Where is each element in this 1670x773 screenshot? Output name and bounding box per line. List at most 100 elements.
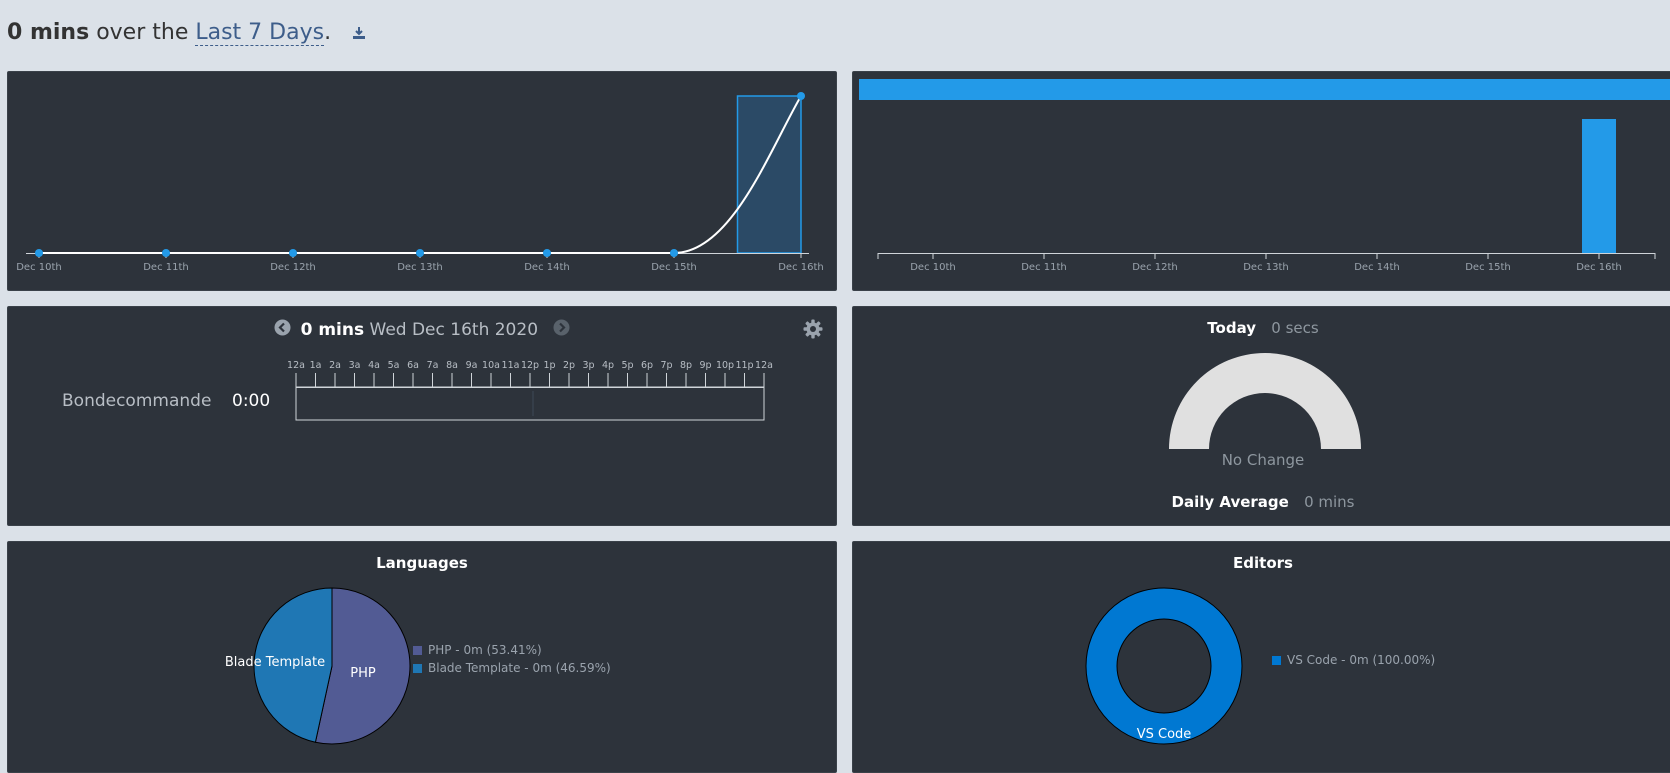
legend-swatch-php [413, 646, 422, 655]
today-panel: Today 0 secs No Change Daily Average 0 m… [852, 306, 1670, 526]
hour-label: 6a [407, 360, 419, 371]
hour-label: 1a [310, 360, 322, 371]
daily-bar-chart[interactable]: Dec 10th Dec 11th Dec 12th Dec 13th Dec 14th… [853, 72, 1670, 290]
legend-swatch-vscode [1272, 656, 1281, 665]
x-tick-label: Dec 16th [778, 262, 824, 273]
legend-label-php: PHP - 0m (53.41%) [428, 643, 542, 657]
hour-label: 3a [349, 360, 361, 371]
hourly-timeline[interactable]: 12a 1a 2a 3a 4a 5a 6a 7a 8a 9a 10a 11a 12p 1p 2p 3p 4p 5p… [8, 357, 836, 477]
summary-header: 0 mins over the Last 7 Days. [7, 20, 366, 46]
hour-label: 8p [680, 360, 692, 371]
hour-label: 8a [446, 360, 458, 371]
bar [1582, 119, 1616, 253]
today-gauge [1169, 353, 1361, 449]
x-tick-label: Dec 15th [651, 262, 697, 273]
hour-label: 2p [563, 360, 575, 371]
x-tick-label: Dec 10th [910, 262, 956, 273]
pie-label-php: PHP [350, 666, 376, 681]
header-text: over the [89, 20, 196, 45]
x-tick-label: Dec 13th [1243, 262, 1289, 273]
hour-label: 9a [466, 360, 478, 371]
x-tick-label: Dec 14th [1354, 262, 1400, 273]
legend-label-blade: Blade Template - 0m (46.59%) [428, 661, 611, 675]
daily-average-value: 0 mins [1304, 493, 1355, 511]
legend-item-php[interactable]: PHP - 0m (53.41%) [413, 643, 542, 657]
hour-label: 11p [735, 360, 753, 371]
pie-slice-php [314, 587, 411, 745]
x-tick-label: Dec 16th [1576, 262, 1622, 273]
hour-label: 10p [716, 360, 734, 371]
x-tick-label: Dec 12th [270, 262, 316, 273]
legend-item-vscode[interactable]: VS Code - 0m (100.00%) [1272, 653, 1435, 667]
date-range-link[interactable]: Last 7 Days [195, 20, 325, 46]
legend-label-vscode: VS Code - 0m (100.00%) [1287, 653, 1436, 667]
project-time: 0:00 [232, 391, 271, 411]
x-tick-label: Dec 15th [1465, 262, 1511, 273]
editors-panel: Editors VS Code VS Code - 0m (100.00%) [852, 541, 1670, 773]
settings-gear-icon[interactable] [803, 319, 823, 343]
data-point [416, 249, 424, 257]
daily-average-label: Daily Average [1171, 493, 1289, 511]
day-date: Wed Dec 16th 2020 [369, 320, 539, 340]
today-value: 0 secs [1271, 319, 1319, 337]
x-tick-label: Dec 14th [524, 262, 570, 273]
data-point [35, 249, 43, 257]
x-tick-label: Dec 11th [143, 262, 189, 273]
download-icon[interactable] [352, 21, 366, 46]
series-line [39, 95, 802, 254]
highlight-range [736, 95, 802, 254]
prev-day-icon[interactable] [274, 319, 291, 341]
x-tick-label: Dec 12th [1132, 262, 1178, 273]
pie-label-blade: Blade Template [225, 655, 325, 670]
x-tick-label: Dec 11th [1021, 262, 1067, 273]
day-nav: 0 mins Wed Dec 16th 2020 [8, 319, 836, 341]
hour-label: 5a [388, 360, 400, 371]
next-day-icon[interactable] [553, 319, 570, 341]
editors-title: Editors [1233, 554, 1293, 572]
hour-label: 12p [521, 360, 539, 371]
day-view-panel: 0 mins Wed Dec 16th 2020 Bondecommande 0… [7, 306, 837, 526]
daily-average-row: Daily Average 0 mins [853, 493, 1670, 511]
hour-label: 5p [621, 360, 633, 371]
header-period: . [324, 20, 332, 45]
hour-label: 3p [582, 360, 594, 371]
hour-label: 4a [368, 360, 380, 371]
total-time: 0 mins [7, 20, 90, 45]
hour-label: 1p [543, 360, 555, 371]
data-point [670, 249, 678, 257]
today-row: Today 0 secs [853, 319, 1670, 337]
languages-panel: Languages PHP Blade Template PHP - 0m (53… [7, 541, 837, 773]
activity-line-chart[interactable]: Dec 10th Dec 11th Dec 12th Dec 13th Dec 14th… [8, 72, 836, 290]
pie-slice-blade [253, 587, 333, 743]
editors-donut-chart[interactable]: VS Code [1083, 578, 1343, 768]
data-point [162, 249, 170, 257]
daily-bar-chart-panel: Dec 10th Dec 11th Dec 12th Dec 13th Dec 14th… [852, 71, 1670, 291]
change-text: No Change [1221, 451, 1305, 469]
hour-label: 11a [502, 360, 520, 371]
x-tick-label: Dec 10th [16, 262, 62, 273]
activity-chart-panel: Dec 10th Dec 11th Dec 12th Dec 13th Dec 14th… [7, 71, 837, 291]
hour-label: 10a [482, 360, 500, 371]
data-point [543, 249, 551, 257]
project-timeline-row [295, 386, 765, 421]
top-summary-bar [859, 79, 1670, 100]
x-tick-label: Dec 13th [397, 262, 443, 273]
donut-slice-vscode [1085, 587, 1243, 745]
languages-pie-chart[interactable]: PHP Blade Template [208, 578, 628, 768]
hour-label: 9p [699, 360, 711, 371]
hour-label: 12a [287, 360, 305, 371]
project-name[interactable]: Bondecommande [62, 391, 212, 411]
donut-label-vscode: VS Code [1137, 727, 1192, 742]
hour-label: 4p [602, 360, 614, 371]
legend-swatch-blade [413, 664, 422, 673]
hour-label: 7p [660, 360, 672, 371]
legend-item-blade[interactable]: Blade Template - 0m (46.59%) [413, 661, 611, 675]
data-point [797, 92, 805, 100]
day-total: 0 mins [300, 320, 365, 340]
data-point [289, 249, 297, 257]
hour-label: 2a [329, 360, 341, 371]
hour-label: 7a [427, 360, 439, 371]
languages-title: Languages [376, 554, 468, 572]
hour-label: 12a [755, 360, 773, 371]
today-label: Today [1207, 319, 1257, 337]
